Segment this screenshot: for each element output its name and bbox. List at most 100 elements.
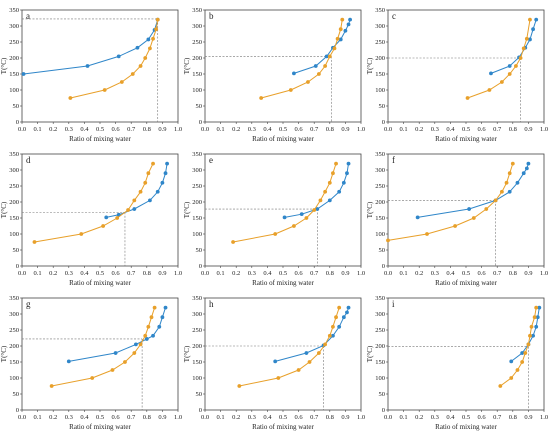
data-point bbox=[524, 36, 529, 41]
y-tick-label: 150 bbox=[192, 215, 202, 222]
data-point bbox=[327, 54, 332, 59]
x-tick-label: 0.4 bbox=[446, 414, 455, 421]
data-point bbox=[341, 315, 346, 320]
data-point bbox=[130, 72, 135, 76]
panel-label: d bbox=[26, 155, 31, 165]
x-tick-label: 1.0 bbox=[540, 414, 548, 421]
data-point bbox=[520, 360, 525, 364]
panel-label: b bbox=[209, 11, 214, 21]
panel-label: g bbox=[26, 299, 31, 309]
series-orange bbox=[498, 305, 539, 388]
data-point bbox=[49, 384, 54, 388]
data-point bbox=[327, 180, 332, 185]
x-tick-label: 0.2 bbox=[49, 414, 57, 421]
data-point bbox=[144, 337, 149, 341]
x-tick-label: 1.0 bbox=[357, 126, 365, 133]
data-point bbox=[335, 36, 340, 41]
x-tick-label: 1.0 bbox=[357, 414, 365, 421]
data-point bbox=[510, 161, 515, 166]
data-point bbox=[151, 161, 155, 166]
panel-label: e bbox=[209, 155, 213, 165]
data-point bbox=[32, 240, 37, 244]
y-tick-label: 350 bbox=[192, 295, 202, 302]
x-tick-label: 0.3 bbox=[248, 126, 256, 133]
plot-frame bbox=[204, 153, 362, 267]
series-orange bbox=[237, 305, 342, 388]
data-point bbox=[304, 216, 309, 220]
panel-h: 0.0 0.1 0.2 0.3 0.4 0.5 0.6 0.7 0.8 0.9 1.0 0 50 100 1… bbox=[183, 295, 365, 431]
data-point bbox=[484, 207, 489, 211]
x-tick-label: 0.8 bbox=[143, 270, 151, 277]
data-point bbox=[331, 324, 335, 329]
data-point bbox=[296, 368, 301, 372]
y-tick-label: 200 bbox=[192, 343, 202, 350]
x-tick-label: 0.4 bbox=[446, 126, 455, 133]
series-orange bbox=[68, 17, 160, 100]
x-tick-label: 0.6 bbox=[112, 270, 121, 277]
y-tick-label: 250 bbox=[192, 183, 202, 190]
x-tick-label: 0.2 bbox=[415, 414, 423, 421]
y-tick-label: 200 bbox=[375, 343, 385, 350]
data-point bbox=[346, 305, 351, 310]
y-tick-label: 150 bbox=[192, 71, 202, 78]
data-point bbox=[79, 232, 84, 236]
y-tick-label: 50 bbox=[196, 103, 203, 110]
data-point bbox=[135, 45, 140, 50]
x-tick-label: 0.9 bbox=[158, 414, 166, 421]
data-point bbox=[90, 376, 95, 380]
data-point bbox=[123, 360, 127, 364]
data-point bbox=[282, 215, 287, 220]
x-tick-label: 0.4 bbox=[80, 126, 89, 133]
data-point bbox=[138, 64, 143, 68]
data-point bbox=[292, 224, 296, 228]
data-point bbox=[524, 166, 529, 171]
y-tick-label: 0 bbox=[16, 119, 19, 126]
x-tick-label: 0.8 bbox=[326, 414, 334, 421]
x-tick-label: 0.3 bbox=[248, 414, 256, 421]
x-tick-label: 0.1 bbox=[217, 414, 225, 421]
series-orange bbox=[259, 17, 345, 100]
data-point bbox=[299, 212, 304, 217]
x-tick-label: 0.3 bbox=[431, 126, 439, 133]
y-axis-label: T(°C) bbox=[366, 201, 374, 218]
y-axis-label: T(°C) bbox=[366, 57, 374, 74]
y-tick-label: 350 bbox=[192, 7, 202, 14]
x-axis-label: Ratio of mixing water bbox=[252, 279, 314, 287]
x-tick-label: 0.9 bbox=[341, 270, 349, 277]
data-point bbox=[334, 161, 338, 166]
data-point bbox=[237, 384, 242, 388]
data-point bbox=[273, 359, 278, 364]
x-tick-label: 0.5 bbox=[96, 270, 104, 277]
y-tick-label: 150 bbox=[9, 359, 19, 366]
x-tick-label: 0.0 bbox=[384, 270, 392, 277]
data-point bbox=[531, 333, 535, 338]
data-point bbox=[132, 207, 137, 211]
x-axis-label: Ratio of mixing water bbox=[252, 135, 314, 143]
data-point bbox=[307, 360, 312, 364]
y-tick-label: 150 bbox=[9, 71, 19, 78]
data-point bbox=[160, 315, 165, 320]
series-blue bbox=[282, 161, 351, 220]
y-tick-label: 50 bbox=[379, 103, 386, 110]
x-tick-label: 0.2 bbox=[232, 126, 240, 133]
data-point bbox=[119, 80, 124, 84]
y-tick-label: 250 bbox=[375, 39, 385, 46]
x-tick-label: 0.3 bbox=[431, 270, 439, 277]
data-point bbox=[515, 180, 520, 185]
y-tick-label: 0 bbox=[382, 119, 385, 126]
data-point bbox=[157, 324, 162, 329]
plot-frame bbox=[204, 297, 362, 411]
y-tick-label: 200 bbox=[9, 55, 19, 62]
x-tick-label: 0.7 bbox=[310, 414, 319, 421]
data-point bbox=[528, 333, 532, 338]
data-point bbox=[316, 351, 321, 355]
x-tick-label: 0.9 bbox=[341, 414, 349, 421]
y-axis-label: T(°C) bbox=[183, 345, 191, 362]
y-tick-label: 250 bbox=[9, 183, 19, 190]
y-tick-label: 0 bbox=[199, 119, 202, 126]
panel-label: c bbox=[392, 11, 396, 21]
data-point bbox=[146, 324, 151, 329]
x-tick-label: 0.8 bbox=[143, 414, 151, 421]
data-point bbox=[521, 46, 526, 51]
panel-d: 0.0 0.1 0.2 0.3 0.4 0.5 0.6 0.7 0.8 0.9 1.0 0 50 100 1… bbox=[0, 151, 182, 287]
